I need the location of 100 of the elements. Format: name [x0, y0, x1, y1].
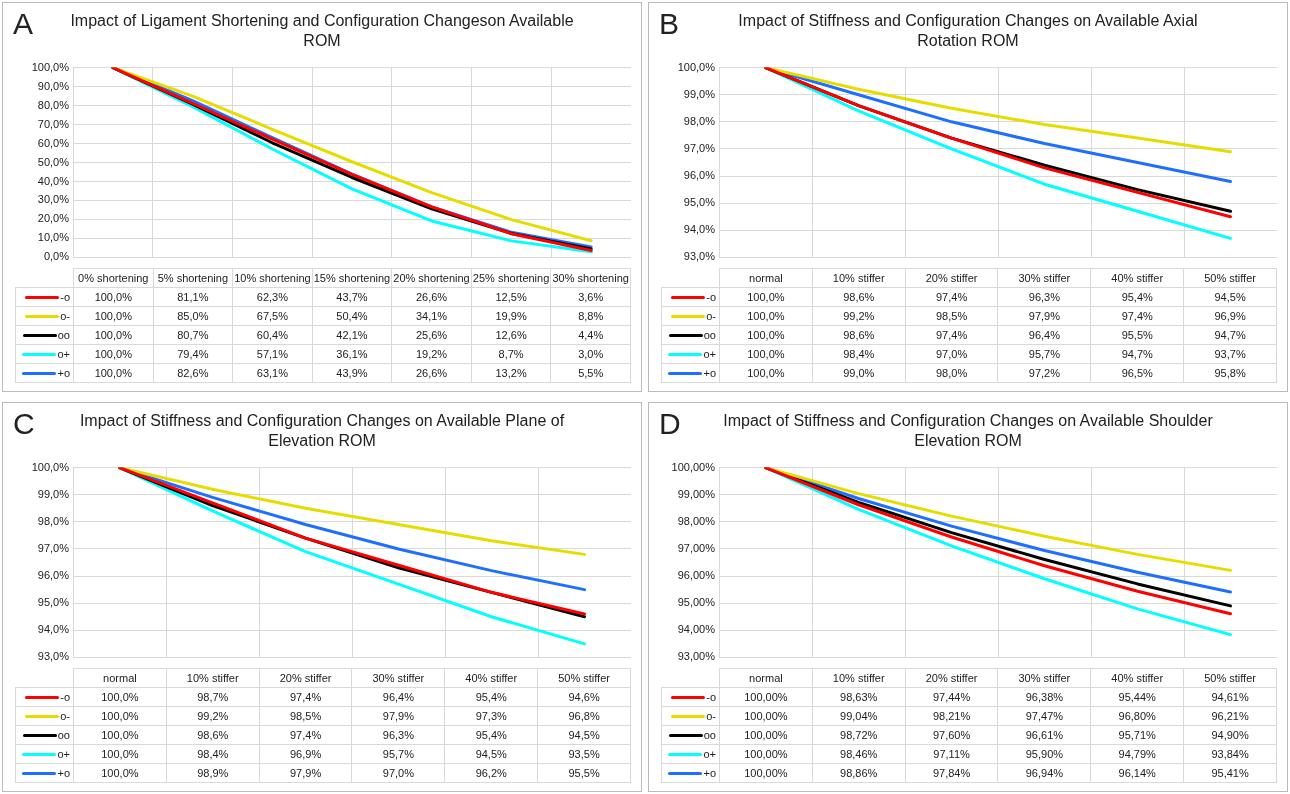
data-label: 97,9%	[997, 306, 1091, 326]
x-tick-label: 40% stiffer	[1090, 268, 1184, 288]
data-label: 36,1%	[312, 344, 392, 364]
data-label: 26,6%	[391, 287, 472, 307]
data-label: 67,5%	[232, 306, 313, 326]
data-label: 94,61%	[1183, 687, 1277, 707]
data-label: 8,8%	[550, 306, 631, 326]
data-label: 96,3%	[351, 725, 445, 745]
data-label: 100,0%	[73, 344, 154, 364]
data-label: 3,6%	[550, 287, 631, 307]
y-tick-label: 10,0%	[37, 231, 70, 244]
x-tick-label: 50% stiffer	[537, 668, 631, 688]
data-label: 97,84%	[905, 763, 998, 783]
legend-label: o+	[661, 344, 720, 364]
data-label: 95,4%	[1090, 287, 1184, 307]
data-label: 98,6%	[166, 725, 260, 745]
data-label: 97,3%	[444, 706, 538, 726]
data-label: 98,5%	[905, 306, 998, 326]
data-label: 100,0%	[719, 363, 813, 383]
legend-label: -o	[15, 687, 74, 707]
data-label: 97,60%	[905, 725, 998, 745]
data-label: 97,4%	[905, 287, 998, 307]
data-label: 97,9%	[351, 706, 445, 726]
data-label: 100,0%	[73, 763, 167, 783]
data-label: 100,0%	[73, 725, 167, 745]
data-label: 81,1%	[153, 287, 233, 307]
data-label: 95,90%	[997, 744, 1091, 764]
y-tick-label: 95,00%	[677, 596, 716, 609]
data-label: 98,6%	[812, 287, 906, 307]
data-label: 95,4%	[444, 725, 538, 745]
x-tick-label: 0% shortening	[73, 268, 154, 288]
text: A	[13, 7, 34, 41]
data-label: 98,4%	[812, 344, 906, 364]
data-label: 12,5%	[471, 287, 551, 307]
data-label: 97,47%	[997, 706, 1091, 726]
legend-label: oo	[15, 325, 74, 345]
x-tick-label: 40% stiffer	[444, 668, 538, 688]
data-label: 57,1%	[232, 344, 313, 364]
y-tick-label: 99,0%	[37, 487, 70, 500]
x-tick-label: 40% stiffer	[1090, 668, 1184, 688]
x-tick-label: 15% shortening	[312, 268, 392, 288]
x-tick-label: 50% stiffer	[1183, 268, 1277, 288]
data-label: 8,7%	[471, 344, 551, 364]
data-label: 60,4%	[232, 325, 313, 345]
data-label: 100,00%	[719, 744, 813, 764]
data-label: 100,0%	[73, 687, 167, 707]
y-tick-label: 96,00%	[677, 569, 716, 582]
legend-label: oo	[661, 325, 720, 345]
text: D	[659, 407, 681, 441]
y-tick-label: 97,0%	[683, 141, 716, 154]
y-tick-label: 94,0%	[37, 623, 70, 636]
y-tick-label: 50,0%	[37, 155, 70, 168]
x-tick-label: normal	[719, 668, 813, 688]
legend-label: -o	[661, 287, 720, 307]
data-label: 13,2%	[471, 363, 551, 383]
data-label: 5,5%	[550, 363, 631, 383]
legend-label: o-	[15, 706, 74, 726]
data-label: 93,7%	[1183, 344, 1277, 364]
y-tick-label: 60,0%	[37, 136, 70, 149]
y-tick-label: 93,0%	[683, 250, 716, 263]
data-label: 96,3%	[997, 287, 1091, 307]
y-tick-label: 94,00%	[677, 623, 716, 636]
data-label: 95,7%	[997, 344, 1091, 364]
data-label: 26,6%	[391, 363, 472, 383]
data-label: 34,1%	[391, 306, 472, 326]
y-tick-label: 97,00%	[677, 541, 716, 554]
x-tick-label: normal	[73, 668, 167, 688]
data-label: 99,0%	[812, 363, 906, 383]
y-tick-label: 40,0%	[37, 174, 70, 187]
data-label: 100,00%	[719, 725, 813, 745]
y-tick-label: 93,00%	[677, 650, 716, 663]
data-label: 96,4%	[997, 325, 1091, 345]
data-label: 19,9%	[471, 306, 551, 326]
data-label: 100,0%	[73, 706, 167, 726]
data-label: 63,1%	[232, 363, 313, 383]
data-label: 100,00%	[719, 763, 813, 783]
data-label: 94,7%	[1183, 325, 1277, 345]
data-label: 94,5%	[537, 725, 631, 745]
data-label: 97,4%	[259, 725, 352, 745]
data-label: 62,3%	[232, 287, 313, 307]
data-label: 93,5%	[537, 744, 631, 764]
data-label: 98,7%	[166, 687, 260, 707]
legend-label: o-	[15, 306, 74, 326]
x-tick-label: normal	[719, 268, 813, 288]
data-label: 12,6%	[471, 325, 551, 345]
chart-title: Impact of Stiffness and Configuration Changes on Available Axial Rotation ROM	[737, 11, 1199, 51]
data-label: 97,44%	[905, 687, 998, 707]
data-label: 96,80%	[1090, 706, 1184, 726]
data-label: 95,5%	[537, 763, 631, 783]
legend-label: o-	[661, 706, 720, 726]
data-label: 96,14%	[1090, 763, 1184, 783]
y-tick-label: 98,0%	[37, 514, 70, 527]
data-label: 96,4%	[351, 687, 445, 707]
legend-label: o-	[661, 306, 720, 326]
data-label: 96,9%	[1183, 306, 1277, 326]
data-label: 98,4%	[166, 744, 260, 764]
data-label: 99,04%	[812, 706, 906, 726]
x-tick-label: 10% stiffer	[812, 268, 906, 288]
x-tick-label: 30% stiffer	[997, 268, 1091, 288]
data-label: 95,41%	[1183, 763, 1277, 783]
